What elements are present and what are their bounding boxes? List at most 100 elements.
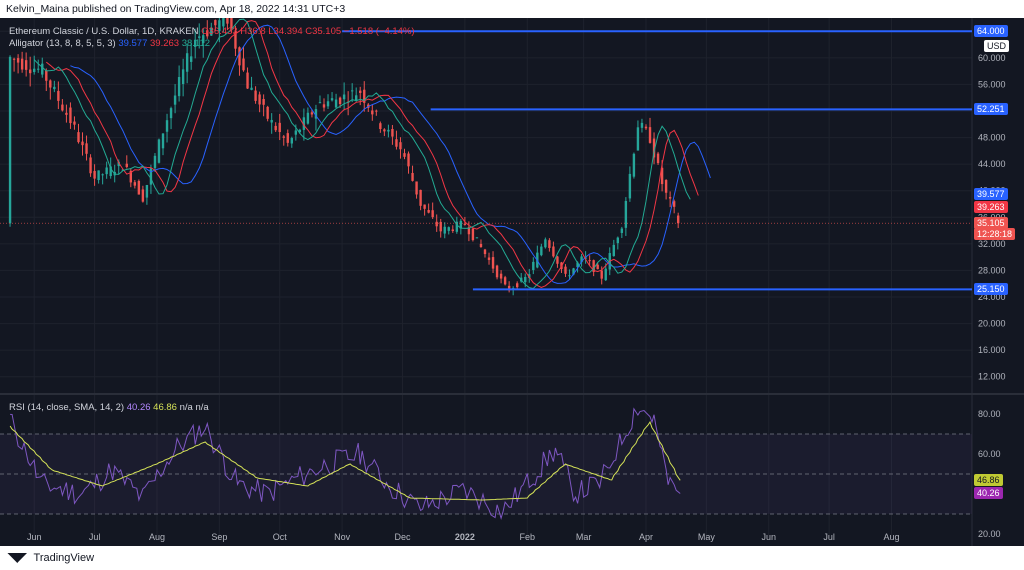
candle-body — [668, 197, 672, 199]
rsi-line — [10, 407, 681, 520]
candle-body — [487, 257, 491, 260]
candle-body — [222, 18, 225, 27]
candle-body — [387, 129, 390, 132]
candle-body — [475, 237, 479, 239]
candle-body — [524, 276, 527, 283]
candle-body — [467, 227, 471, 235]
candle-body — [85, 143, 88, 154]
candle-body — [310, 112, 314, 115]
time-axis-label: Jun — [27, 532, 42, 542]
legend-alligator-lips: 38.112 — [181, 38, 211, 49]
price-axis-label: 20.000 — [978, 319, 1006, 329]
candle-body — [540, 246, 543, 256]
candle-body — [230, 18, 233, 31]
candle-body — [342, 94, 346, 100]
candle-body — [411, 172, 414, 181]
candle-body — [576, 262, 579, 268]
candle-body — [648, 127, 652, 143]
candle-body — [65, 112, 68, 115]
candle-body — [173, 95, 177, 105]
rsi-axis-label: 60.00 — [978, 449, 1001, 459]
candle-body — [101, 174, 104, 176]
candle-body — [121, 169, 124, 171]
rsi-axis-label: 80.00 — [978, 409, 1001, 419]
time-axis-label: Jun — [761, 532, 776, 542]
legend-symbol: Ethereum Classic / U.S. Dollar, 1D, KRAK… — [9, 26, 199, 37]
candle-body — [81, 141, 84, 146]
candle-body — [117, 161, 120, 167]
price-axis-label: 60.000 — [978, 53, 1006, 63]
chart-svg[interactable]: 12.00016.00020.00024.00028.00032.00036.0… — [0, 18, 1024, 546]
legend-alligator: Alligator (13, 8, 8, 5, 5, 3) — [9, 38, 116, 49]
candle-body — [383, 129, 386, 132]
candle-body — [290, 138, 294, 144]
candle-body — [616, 237, 620, 244]
chart-area[interactable]: 12.00016.00020.00024.00028.00032.00036.0… — [0, 18, 1024, 546]
candle-body — [28, 69, 32, 74]
candle-body — [459, 220, 463, 229]
price-tag-teeth: 39.263 — [974, 200, 1008, 213]
candle-body — [379, 123, 382, 130]
legend-rsi-row: RSI (14, close, SMA, 14, 2) 40.26 46.86 … — [9, 402, 209, 413]
candle-body — [246, 72, 249, 89]
rsi-sma-line — [9, 420, 681, 501]
candle-body — [375, 110, 378, 112]
candle-body — [93, 170, 96, 179]
candle-body — [338, 97, 342, 105]
candle-body — [624, 200, 628, 228]
candle-body — [77, 132, 80, 143]
candle-body — [572, 268, 575, 275]
candle-body — [97, 170, 100, 181]
candle-body — [491, 257, 495, 269]
candle-body — [443, 226, 446, 234]
candle-body — [596, 264, 599, 270]
currency-badge[interactable]: USD — [984, 40, 1010, 52]
price-axis-label: 16.000 — [978, 345, 1006, 355]
candle-body — [395, 139, 398, 147]
candle-body — [12, 58, 16, 60]
candle-body — [270, 119, 273, 123]
candle-body — [620, 228, 624, 233]
candle-body — [133, 182, 137, 186]
candle-body — [318, 102, 322, 104]
candle-body — [322, 104, 326, 108]
candle-body — [532, 261, 535, 271]
price-axis-label: 56.000 — [978, 79, 1006, 89]
candle-body — [403, 153, 406, 157]
alligator-jaw-line — [70, 24, 711, 284]
candle-body — [423, 204, 426, 209]
candle-body — [206, 30, 209, 37]
legend-alligator-jaw: 39.577 — [118, 38, 148, 49]
candle-body — [656, 153, 660, 164]
candle-body — [157, 139, 161, 163]
candle-body — [294, 130, 298, 135]
candle-body — [363, 89, 366, 103]
candle-body — [660, 167, 664, 185]
candle-body — [141, 189, 145, 202]
candle-body — [431, 210, 434, 218]
candle-body — [49, 80, 52, 88]
time-axis-label: 2022 — [455, 532, 475, 542]
candle-body — [73, 121, 76, 125]
candle-body — [588, 260, 591, 262]
time-axis-label: Feb — [519, 532, 535, 542]
candle-body — [399, 142, 402, 150]
candle-body — [109, 166, 112, 177]
candle-body — [105, 167, 108, 175]
candle-body — [210, 27, 213, 36]
candle-body — [419, 189, 422, 206]
candle-body — [628, 173, 632, 199]
candle-body — [636, 127, 640, 151]
candle-body — [145, 185, 149, 198]
candle-body — [161, 133, 165, 149]
candle-body — [33, 68, 36, 73]
alligator-teeth-line — [45, 20, 699, 289]
candle-body — [604, 268, 607, 281]
candle-body — [250, 87, 253, 90]
candle-body — [194, 39, 197, 47]
time-axis-label: Apr — [639, 532, 653, 542]
time-axis-label: Aug — [149, 532, 165, 542]
candle-body — [548, 240, 551, 248]
time-axis-label: Nov — [334, 532, 351, 542]
candle-body — [350, 90, 354, 92]
